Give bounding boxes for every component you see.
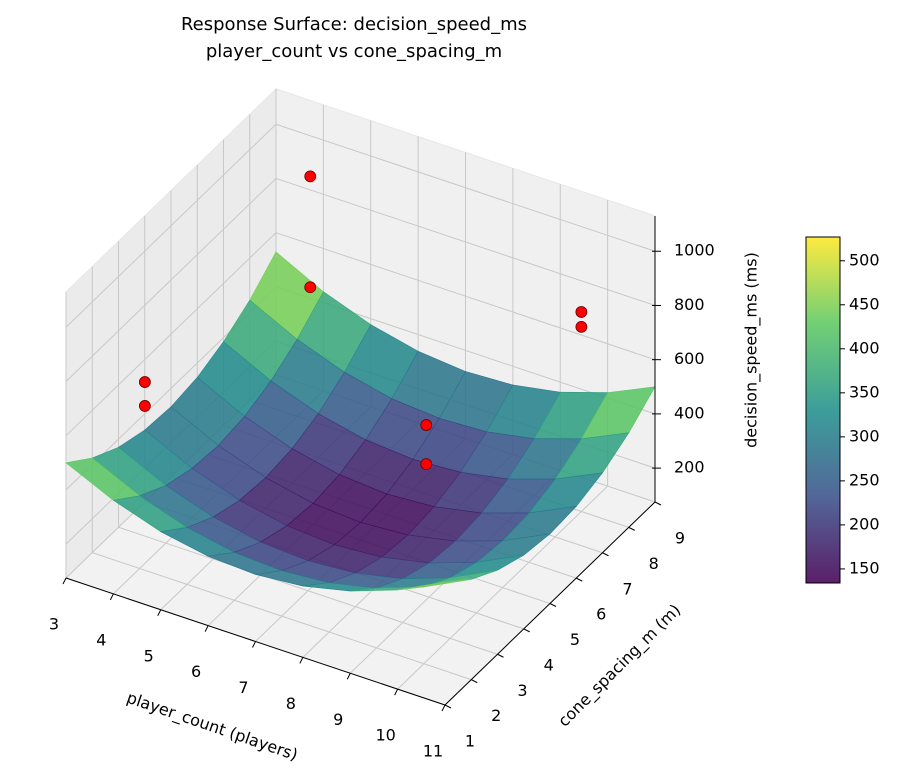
data-point <box>575 320 588 333</box>
x-tick <box>157 609 162 616</box>
y-tick-label: 4 <box>544 655 554 674</box>
x-tick <box>394 688 399 696</box>
x-tick-label: 10 <box>375 726 395 745</box>
grid-line <box>92 552 472 681</box>
surface-patch <box>397 579 472 591</box>
z-tick-label: 200 <box>674 458 705 477</box>
data-point <box>304 281 317 294</box>
y-tick <box>497 653 504 658</box>
data-point <box>304 170 317 183</box>
z-axis-label: decision_speed_ms (ms) <box>742 252 762 448</box>
y-axis-label: cone_spacing_m (m) <box>554 600 685 731</box>
x-tick-label: 11 <box>423 742 443 761</box>
y-tick-label: 7 <box>622 579 632 598</box>
x-tick-label: 3 <box>49 615 59 634</box>
x-tick-label: 8 <box>286 694 296 713</box>
x-tick <box>299 657 304 664</box>
x-tick <box>441 704 446 712</box>
x-tick-label: 4 <box>96 630 106 649</box>
y-tick <box>654 501 662 506</box>
z-tick-label: 600 <box>674 349 705 368</box>
chart-title: Response Surface: decision_speed_ms <box>181 14 527 35</box>
y-tick <box>549 603 557 607</box>
x-tick <box>346 673 351 680</box>
data-point <box>420 419 433 431</box>
points <box>138 170 588 471</box>
data-point <box>575 306 588 318</box>
y-tick <box>602 552 609 557</box>
data-point <box>138 400 151 412</box>
axis-line <box>444 501 656 706</box>
y-tick-label: 5 <box>570 630 580 649</box>
colorbar-bar <box>805 236 841 584</box>
y-tick <box>471 679 478 684</box>
grid-line <box>65 232 277 437</box>
colorbar-tick-label: 250 <box>849 470 880 489</box>
colorbar-tick-label: 150 <box>849 558 880 577</box>
y-tick <box>444 704 452 709</box>
y-tick <box>523 628 530 633</box>
x-tick-label: 6 <box>191 662 201 681</box>
grid-line <box>275 123 656 252</box>
data-point <box>138 376 151 388</box>
x-tick <box>252 641 256 648</box>
y-tick-label: 3 <box>517 681 527 700</box>
x-tick <box>109 593 114 601</box>
z-tick-label: 400 <box>674 403 705 422</box>
x-tick <box>204 625 209 632</box>
data-point <box>420 458 433 471</box>
y-tick <box>628 526 635 531</box>
grid-line <box>275 232 656 361</box>
colorbar-tick-label: 350 <box>849 382 880 401</box>
z-tick-label: 800 <box>674 295 705 314</box>
surface <box>65 251 656 592</box>
y-tick <box>576 577 583 582</box>
x-tick-label: 9 <box>333 710 343 729</box>
colorbar-tick-label: 500 <box>849 250 880 269</box>
x-axis-label: player_count (players) <box>124 688 300 765</box>
y-tick-label: 1 <box>465 732 475 751</box>
colorbar-tick-label: 450 <box>849 294 880 313</box>
y-tick-label: 9 <box>675 529 685 548</box>
chart-subtitle: player_count vs cone_spacing_m <box>206 41 502 62</box>
x-tick-label: 7 <box>238 678 248 697</box>
grid-line <box>65 178 277 382</box>
grid-line <box>275 177 656 306</box>
grid-line <box>118 526 498 655</box>
y-tick-label: 2 <box>491 706 501 725</box>
y-tick-label: 8 <box>649 554 659 573</box>
x-tick <box>62 577 67 585</box>
colorbar-tick-label: 200 <box>849 514 880 533</box>
colorbar-tick-label: 300 <box>849 426 880 445</box>
z-tick-label: 1000 <box>674 241 715 260</box>
colorbar: 150 200 250 300 350 400 450 500 <box>805 236 880 584</box>
colorbar-tick-label: 400 <box>849 338 880 357</box>
y-tick-label: 6 <box>596 605 606 624</box>
grid-line <box>65 123 277 328</box>
axis-line <box>65 577 446 706</box>
x-tick-label: 5 <box>144 646 154 665</box>
